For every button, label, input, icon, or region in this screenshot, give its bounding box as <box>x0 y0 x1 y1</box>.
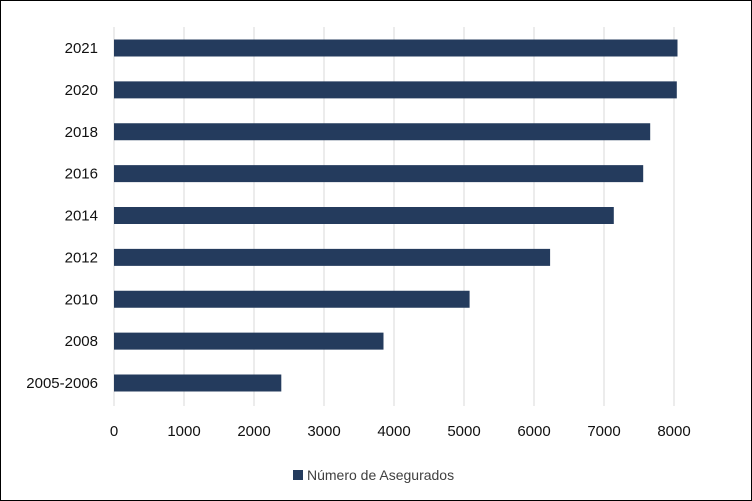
x-tick-label: 7000 <box>587 423 620 440</box>
x-tick-label: 3000 <box>307 423 340 440</box>
legend-swatch <box>293 470 303 480</box>
category-label: 2018 <box>65 124 98 141</box>
x-tick-labels: 0 1000 2000 3000 4000 5000 6000 7000 8000 <box>110 423 691 440</box>
bar <box>114 123 651 141</box>
bar <box>114 248 551 266</box>
x-tick-label: 5000 <box>447 423 480 440</box>
legend: Número de Asegurados <box>293 467 454 483</box>
x-tick-label: 8000 <box>657 423 690 440</box>
category-label: 2005-2006 <box>26 375 98 392</box>
category-label: 2012 <box>65 249 98 266</box>
bar <box>114 290 470 308</box>
x-tick-label: 2000 <box>237 423 270 440</box>
category-label: 2020 <box>65 82 98 99</box>
x-tick-label: 6000 <box>517 423 550 440</box>
category-label: 2021 <box>65 40 98 57</box>
bars <box>114 39 678 392</box>
category-label: 2010 <box>65 291 98 308</box>
bar <box>114 374 282 392</box>
category-labels: 2005-2006 2008 2010 2012 2014 2016 2018 2020 202… <box>26 40 98 392</box>
category-label: 2016 <box>65 166 98 183</box>
bar <box>114 81 677 99</box>
category-label: 2014 <box>65 208 98 225</box>
category-label: 2008 <box>65 333 98 350</box>
bar <box>114 39 678 57</box>
bar <box>114 332 384 350</box>
x-tick-label: 4000 <box>377 423 410 440</box>
x-tick-label: 0 <box>110 423 118 440</box>
legend-label: Número de Asegurados <box>307 467 454 483</box>
bar <box>114 207 614 224</box>
x-tick-label: 1000 <box>167 423 200 440</box>
bar <box>114 165 644 183</box>
